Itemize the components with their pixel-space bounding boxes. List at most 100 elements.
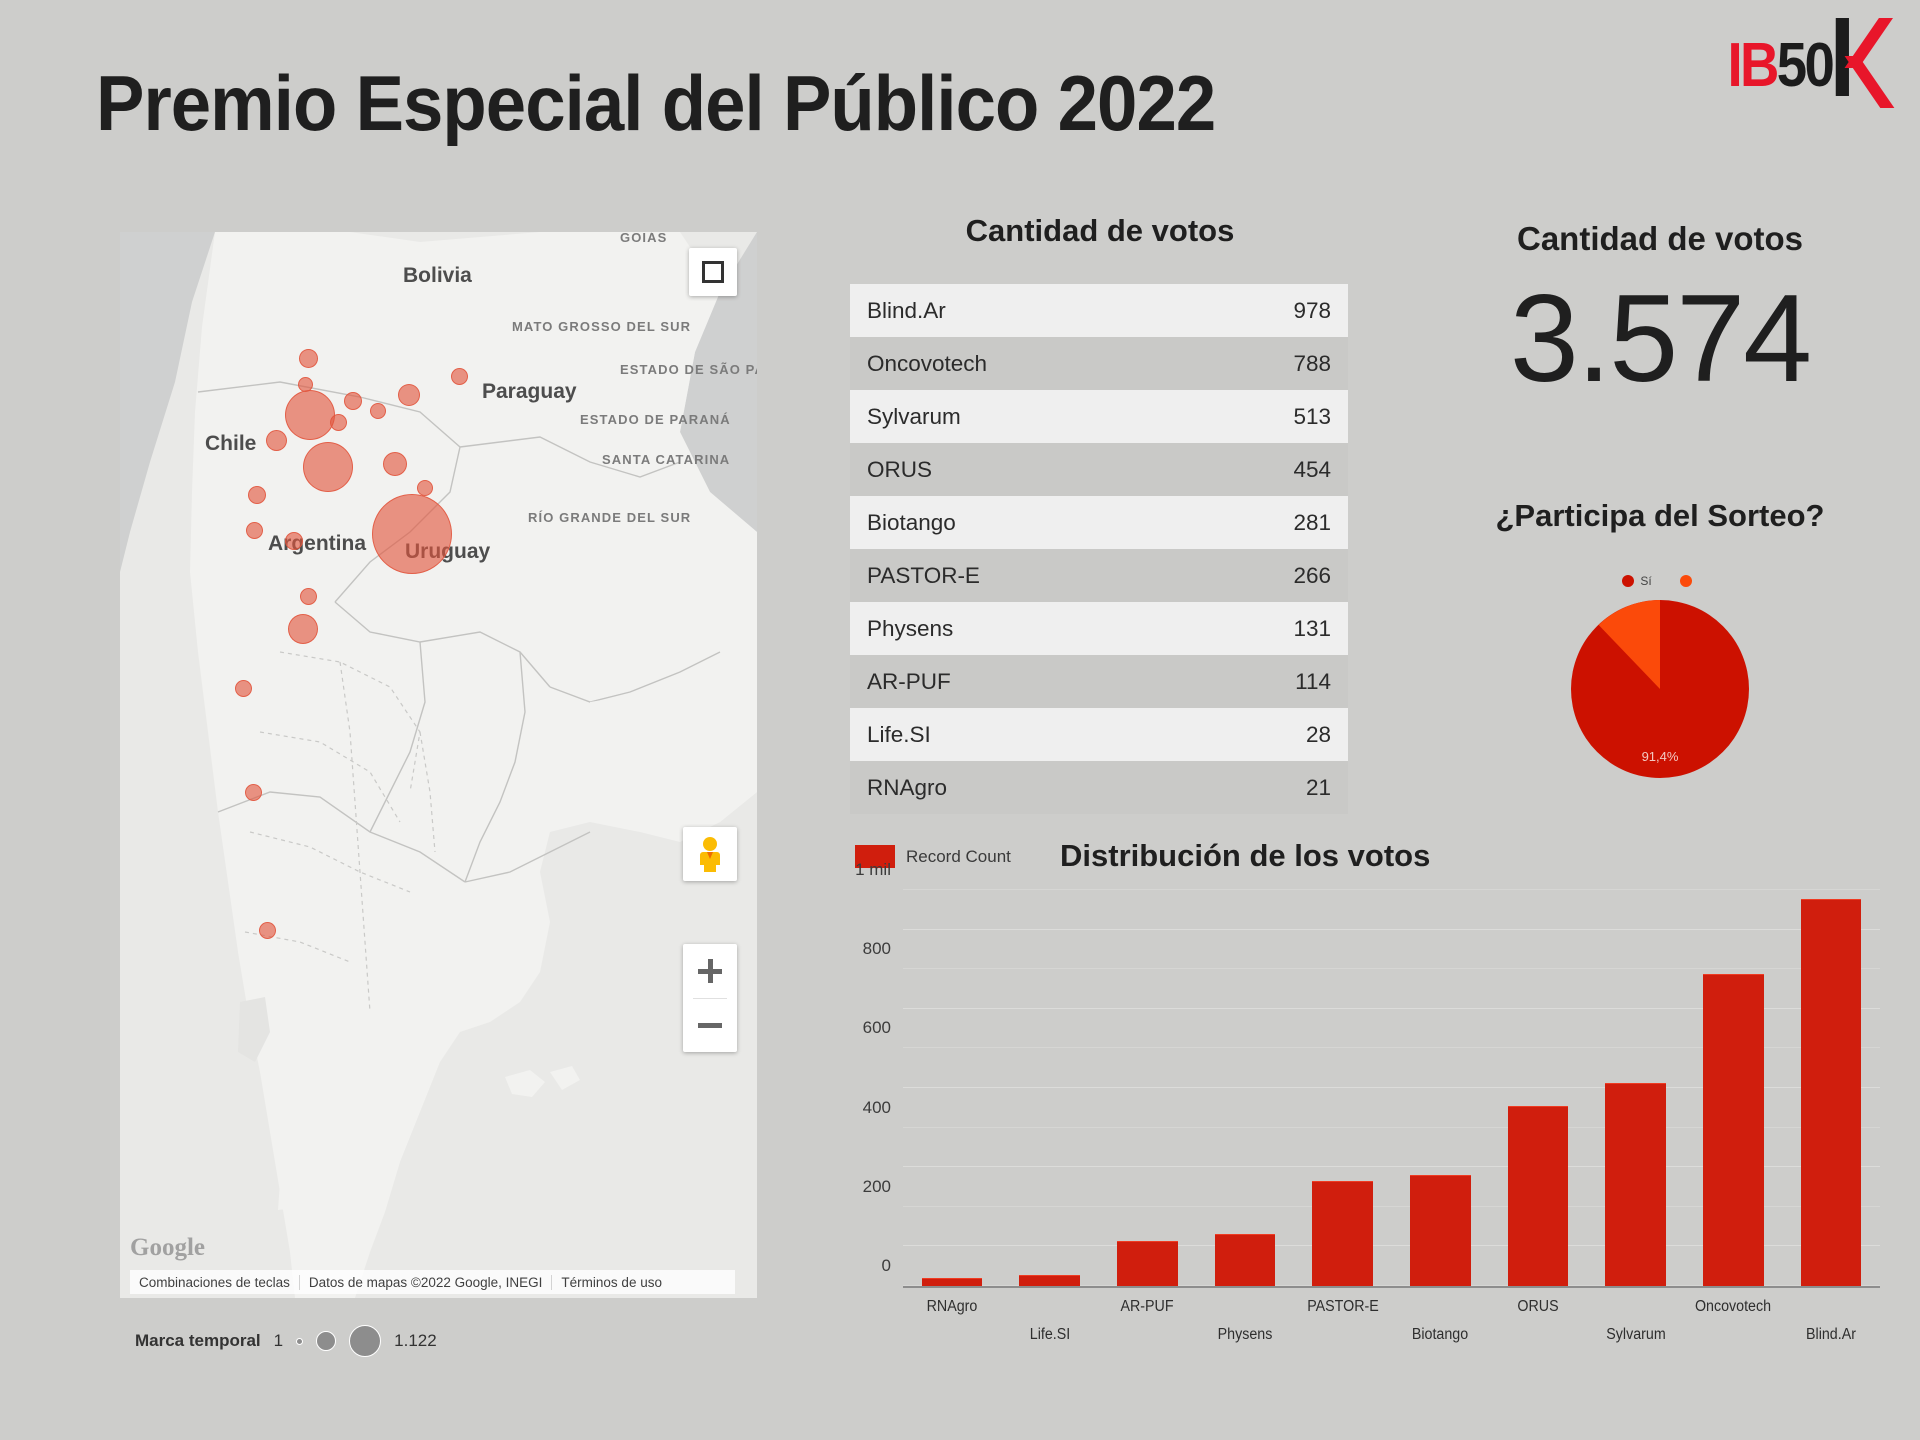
gridline (903, 1087, 1880, 1088)
bar[interactable] (1214, 1234, 1276, 1286)
gridline (903, 1007, 1880, 1009)
map-bubble[interactable] (245, 784, 262, 801)
y-axis-tick-label: 400 (862, 1097, 891, 1117)
x-axis-tick-label: Biotango (1412, 1326, 1469, 1343)
page-title: Premio Especial del Público 2022 (96, 59, 1216, 147)
map-bubble[interactable] (383, 452, 407, 476)
pie-slice-no (1598, 600, 1660, 689)
row-name: Life.SI (867, 721, 931, 747)
row-value: 513 (1293, 403, 1331, 429)
map-bubble[interactable] (266, 430, 287, 451)
map-legend-title: Marca temporal (135, 1331, 261, 1350)
bar[interactable] (1800, 898, 1862, 1286)
zoom-controls[interactable] (683, 944, 737, 1052)
zoom-out-button[interactable] (683, 998, 737, 1052)
pie-legend-item-no[interactable] (1679, 575, 1698, 587)
gridline (903, 1047, 1880, 1049)
pie-legend-label-si: Sí (1640, 574, 1652, 588)
row-name: ORUS (867, 456, 933, 482)
row-name: RNAgro (867, 774, 948, 800)
bar-plot-area: 0 200 400 600 800 1 mil (855, 860, 1880, 1288)
bar[interactable] (921, 1277, 983, 1286)
map-bubble[interactable] (372, 494, 452, 574)
x-axis-tick-label: RNAgro (926, 1298, 978, 1315)
bar-chart-legend[interactable]: Record Count (855, 845, 1011, 868)
y-axis-tick-label: 600 (862, 1018, 891, 1038)
pie-legend-item-si[interactable]: Sí (1622, 574, 1652, 588)
fullscreen-button[interactable] (689, 248, 737, 296)
map-bubble[interactable] (259, 922, 276, 939)
bar[interactable] (1019, 1274, 1080, 1286)
map-bubble[interactable] (344, 392, 362, 410)
terms-of-use-link[interactable]: Términos de uso (561, 1274, 662, 1290)
table-row[interactable]: Biotango 281 (850, 496, 1348, 549)
bar[interactable] (1312, 1180, 1373, 1286)
bar-chart: 0 200 400 600 800 1 mil RNAgro Life.SI AR-PUF Ph… (790, 860, 1890, 1350)
map-bubble[interactable] (417, 480, 433, 496)
map-bubble[interactable] (370, 403, 386, 419)
logo-text-ib: IB (1727, 31, 1780, 100)
row-value: 21 (1305, 774, 1331, 800)
google-watermark: Google (130, 1234, 205, 1261)
map-bubble[interactable] (285, 532, 303, 550)
row-name: Oncovotech (867, 350, 988, 376)
table-row[interactable]: Oncovotech 788 (850, 337, 1348, 390)
gridline (903, 1126, 1880, 1128)
row-value: 978 (1293, 297, 1331, 323)
map-legend-max: 1.122 (394, 1331, 437, 1350)
zoom-in-button[interactable] (683, 944, 737, 998)
map-bubble[interactable] (303, 442, 353, 492)
table-row[interactable]: PASTOR-E 266 (850, 549, 1348, 602)
table-row[interactable]: Blind.Ar 978 (850, 284, 1348, 337)
google-map-panel[interactable]: GOIÁS Bolivia MATO GROSSO DEL SUR ESTADO… (120, 232, 757, 1298)
gridline (903, 928, 1880, 930)
row-value: 28 (1305, 721, 1331, 747)
logo-text-50: 50 (1776, 31, 1835, 100)
bar[interactable] (1703, 973, 1764, 1286)
table-row[interactable]: AR-PUF 114 (850, 655, 1348, 708)
ib50k-logo: IB50 (1727, 18, 1895, 108)
street-view-pegman-icon[interactable] (683, 827, 737, 881)
bar-legend-label: Record Count (906, 846, 1011, 866)
table-row[interactable]: Sylvarum 513 (850, 390, 1348, 443)
table-row[interactable]: Life.SI 28 (850, 708, 1348, 761)
row-value: 281 (1293, 509, 1331, 535)
row-name: Biotango (867, 509, 956, 535)
map-bubble[interactable] (451, 368, 468, 385)
bar-chart-title: Distribución de los votos (1060, 838, 1431, 873)
map-bubble[interactable] (248, 486, 266, 504)
gridline (903, 1285, 1880, 1286)
row-value: 454 (1293, 456, 1331, 482)
x-axis-tick-label: Blind.Ar (1806, 1326, 1857, 1343)
logo-letter-k (1832, 18, 1895, 108)
map-bubble[interactable] (299, 349, 318, 368)
gridline (903, 968, 1880, 970)
keyboard-shortcuts-link[interactable]: Combinaciones de teclas (130, 1274, 300, 1290)
sorteo-pie-chart[interactable]: 91,4% (1571, 600, 1749, 778)
bar[interactable] (1410, 1174, 1471, 1286)
y-axis-tick-label: 200 (862, 1176, 891, 1196)
bar[interactable] (1605, 1082, 1667, 1286)
pie-svg (1571, 600, 1749, 778)
bar[interactable] (1507, 1106, 1569, 1286)
map-bubble[interactable] (246, 522, 263, 539)
table-row[interactable]: ORUS 454 (850, 443, 1348, 496)
row-name: Sylvarum (867, 403, 961, 429)
gridline (903, 1245, 1880, 1247)
map-bubble[interactable] (285, 390, 335, 440)
legend-dot-small (296, 1337, 304, 1345)
row-value: 114 (1295, 668, 1331, 694)
map-bubble[interactable] (300, 588, 317, 605)
bar[interactable] (1116, 1240, 1178, 1286)
map-bubble[interactable] (235, 680, 252, 697)
map-attribution-bar: Combinaciones de teclas Datos de mapas ©… (130, 1270, 735, 1294)
gridline (903, 1166, 1880, 1168)
y-axis-tick-label: 0 (881, 1256, 891, 1275)
map-bubble[interactable] (288, 614, 318, 644)
table-row[interactable]: RNAgro 21 (850, 761, 1348, 814)
map-bubble[interactable] (330, 414, 347, 431)
map-bubble[interactable] (398, 384, 420, 406)
table-row[interactable]: Physens 131 (850, 602, 1348, 655)
row-name: AR-PUF (867, 668, 951, 694)
